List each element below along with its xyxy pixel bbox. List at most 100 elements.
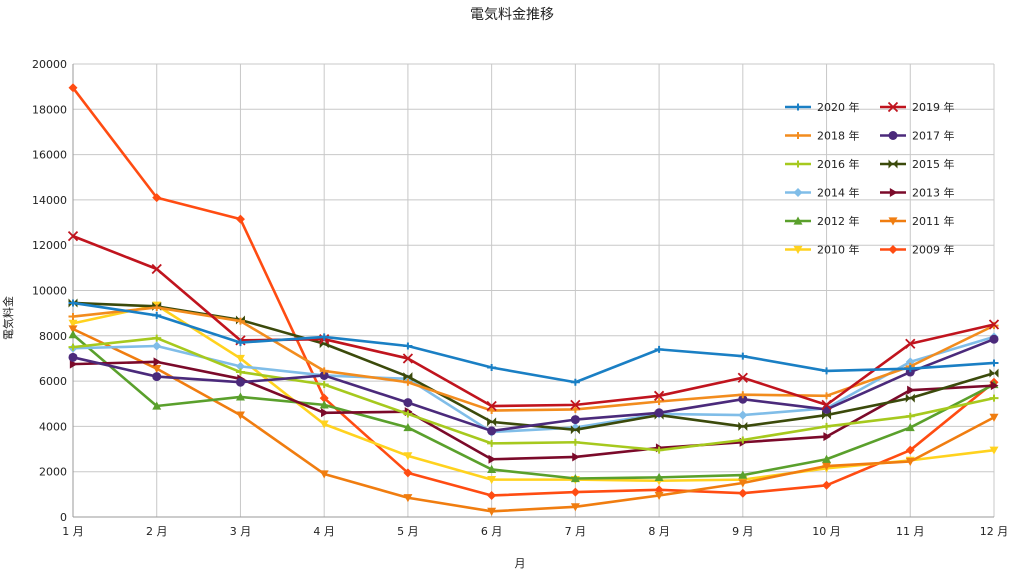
data-point <box>989 368 999 378</box>
legend-item: 2013 年 <box>880 186 955 200</box>
data-point <box>822 480 832 490</box>
legend-label: 2019 年 <box>912 100 955 114</box>
data-point <box>570 399 581 411</box>
legend-item: 2015 年 <box>880 157 955 171</box>
data-point <box>152 334 162 342</box>
x-tick-label: 4 月 <box>313 525 335 538</box>
y-tick-label: 4000 <box>39 420 67 433</box>
legend-item: 2018 年 <box>785 129 860 143</box>
data-point <box>822 462 832 471</box>
data-point <box>653 390 665 401</box>
x-tick-label: 1 月 <box>62 525 84 538</box>
data-point <box>989 446 999 455</box>
data-point <box>68 299 78 307</box>
data-point <box>738 410 748 420</box>
legend-label: 2014 年 <box>817 186 860 200</box>
data-point <box>235 214 245 224</box>
data-point <box>654 397 664 405</box>
data-point <box>319 400 329 409</box>
data-point <box>570 438 580 446</box>
data-point <box>822 454 832 463</box>
data-point <box>738 421 748 431</box>
data-point <box>738 352 748 360</box>
data-point <box>67 231 79 242</box>
data-point <box>822 367 832 375</box>
data-point <box>487 407 497 415</box>
data-point <box>319 420 329 429</box>
legend-label: 2013 年 <box>912 186 955 200</box>
series-line <box>72 335 995 434</box>
data-point <box>235 392 245 401</box>
legend-item: 2017 年 <box>880 129 955 143</box>
data-point <box>822 392 832 400</box>
legend-item: 2014 年 <box>785 186 860 200</box>
data-point <box>989 334 999 344</box>
x-tick-label: 7 月 <box>565 525 587 538</box>
y-tick-label: 20000 <box>32 58 67 71</box>
data-point <box>572 452 580 462</box>
data-point <box>152 193 162 203</box>
data-point <box>319 470 329 479</box>
legend-label: 2012 年 <box>817 214 860 228</box>
legend-marker <box>793 103 803 111</box>
legend-item: 2011 年 <box>880 214 955 228</box>
data-point <box>654 446 664 454</box>
data-point <box>487 364 497 372</box>
data-point <box>153 357 162 367</box>
data-point <box>570 378 580 386</box>
data-point <box>823 432 832 442</box>
data-point <box>821 399 832 411</box>
data-point <box>988 319 1000 330</box>
data-point <box>68 319 78 328</box>
data-point <box>152 401 162 410</box>
data-point <box>235 317 245 325</box>
data-point <box>68 330 78 339</box>
x-tick-label: 2 月 <box>146 525 168 538</box>
legend: 2020 年 2019 年 2018 年 2017 年 2016 年 2015 年 2014… <box>785 100 955 257</box>
x-tick-label: 6 月 <box>481 525 503 538</box>
legend-label: 2020 年 <box>817 100 860 114</box>
legend-marker <box>793 160 803 168</box>
chart-title: 電気料金推移 <box>470 7 554 23</box>
series-2011年 <box>68 325 999 516</box>
series-line <box>72 301 995 384</box>
x-tick-label: 11 月 <box>896 525 925 538</box>
y-tick-label: 14000 <box>32 194 67 207</box>
data-point <box>654 345 664 353</box>
x-axis-label: 月 <box>515 557 526 570</box>
legend-label: 2009 年 <box>912 243 955 257</box>
data-point <box>487 507 497 516</box>
data-point <box>737 372 748 383</box>
data-point <box>319 370 329 380</box>
y-axis-label: 電気料金 <box>1 296 15 340</box>
data-point <box>905 338 916 349</box>
series-line <box>72 234 995 408</box>
data-point <box>152 372 162 382</box>
data-point <box>905 393 915 403</box>
data-point <box>487 439 497 447</box>
legend-marker <box>888 159 898 169</box>
data-point <box>403 423 413 432</box>
series-line <box>72 303 995 483</box>
data-point <box>235 354 245 363</box>
legend-marker <box>889 188 898 197</box>
data-point <box>990 381 999 391</box>
series-2009年 <box>68 83 999 500</box>
data-point <box>654 472 664 481</box>
legend-item: 2012 年 <box>785 214 860 228</box>
legend-marker <box>888 217 898 226</box>
data-point <box>403 494 413 503</box>
series-2016年 <box>68 334 999 454</box>
data-point <box>321 408 329 418</box>
data-point <box>487 490 497 500</box>
data-point <box>403 378 413 386</box>
data-point <box>822 404 832 414</box>
data-point <box>235 377 245 387</box>
y-tick-label: 12000 <box>32 239 67 252</box>
x-tick-label: 12 月 <box>980 525 1009 538</box>
legend-marker <box>793 216 803 225</box>
data-point <box>738 488 748 498</box>
series-line <box>72 333 995 480</box>
data-point <box>905 457 915 467</box>
